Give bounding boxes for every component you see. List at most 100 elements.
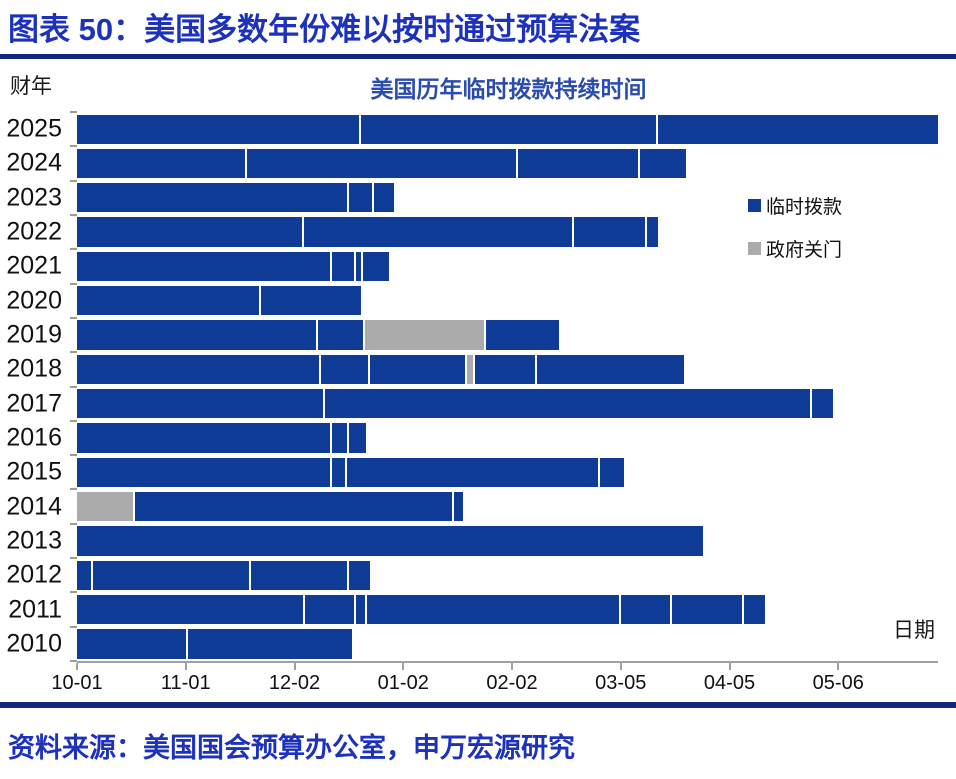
x-axis-tick [293,663,296,670]
cr-segment [77,217,302,247]
x-axis-line [77,661,938,663]
chart-title: 美国历年临时拨款持续时间 [370,76,647,102]
y-axis-tick [70,213,77,216]
y-axis-tick [70,625,77,628]
cr-segment [245,148,516,179]
y-axis-tick [70,179,77,182]
y-tick-label: 2025 [6,114,62,143]
y-tick-label: 2023 [6,183,62,212]
y-axis-tick [70,454,77,457]
y-axis-tick [70,282,77,285]
cr-segment [354,251,362,282]
y-tick-label: 2024 [6,148,62,177]
bar-row-2018 [77,354,940,384]
x-axis-tick [76,663,78,670]
cr-segment [619,594,670,625]
cr-segment [741,594,765,625]
x-axis-tick [728,663,731,670]
cr-segment [347,560,370,590]
cr-segment [638,148,686,179]
y-tick-label: 2018 [6,354,62,383]
y-axis-tick [70,316,77,319]
y-axis-tick [70,557,77,560]
legend-item-cr: 临时拨款 [748,192,842,219]
legend-label-shutdown: 政府关门 [766,240,843,261]
y-axis-tick [70,522,77,525]
cr-segment [597,457,625,487]
cr-segment [534,354,684,384]
cr-segment [364,594,619,625]
header-underline [0,54,956,59]
bar-row-2025 [77,114,940,144]
bar-row-2023 [77,183,940,213]
cr-segment [315,320,363,350]
cr-segment [77,286,260,316]
cr-segment [77,560,92,590]
legend-item-shutdown: 政府关门 [748,235,842,262]
cr-segment [322,389,811,419]
cr-segment [77,594,304,625]
cr-segment [77,457,330,487]
y-tick-label: 2017 [6,389,62,418]
cr-segment [452,491,463,522]
bar-row-2016 [77,423,940,453]
y-axis-labels: 2025 2024 2023 2022 2021 2020 2019 2018 2017 2016… [0,112,70,661]
x-tick-label: 05-06 [812,672,864,694]
y-axis-tick [70,351,77,354]
x-tick-label: 11-01 [160,672,211,694]
y-tick-label: 2020 [6,286,62,315]
shutdown-segment [77,491,134,522]
cr-segment [77,629,186,659]
x-axis-tick [402,663,405,670]
cr-segment [347,183,372,213]
cr-segment [483,320,560,350]
cr-segment [319,354,369,384]
cr-segment [810,389,833,419]
plot-area [70,111,940,662]
y-axis-tick [70,419,77,422]
cr-segment [259,286,362,316]
x-axis-caption: 日期 [893,619,935,642]
bar-row-2011 [77,594,940,625]
cr-segment [645,217,658,247]
cr-segment [329,423,348,453]
y-tick-label: 2019 [6,320,62,349]
cr-segment [347,423,367,453]
bar-row-2020 [77,286,940,316]
x-tick-label: 01-02 [377,672,429,694]
y-axis-tick [70,145,77,148]
x-tick-label: 10-01 [51,672,103,694]
shutdown-segment [362,320,484,350]
source-text: 资料来源：美国国会预算办公室，申万宏源研究 [8,733,575,763]
cr-segment [77,526,704,556]
cr-segment [329,251,355,282]
y-tick-label: 2022 [6,217,62,246]
cr-segment [303,594,355,625]
footer-separator [0,702,956,708]
cr-segment [185,629,353,659]
bar-row-2024 [77,148,940,179]
cr-segment [361,251,390,282]
cr-segment [655,114,939,144]
cr-segment [91,560,249,590]
y-axis-tick [70,385,77,388]
bar-row-2019 [77,320,940,350]
cr-segment [77,183,348,213]
cr-segment [359,114,656,144]
x-axis-tick [837,663,840,670]
cr-segment [77,423,330,453]
bar-row-2017 [77,389,940,419]
y-tick-label: 2011 [8,595,62,624]
cr-segment [571,217,646,247]
cr-segment [77,389,323,419]
y-axis-caption: 财年 [10,75,52,98]
y-tick-label: 2010 [6,629,62,658]
y-tick-label: 2014 [6,492,62,521]
cr-segment [77,354,320,384]
y-tick-label: 2015 [6,457,62,486]
bar-row-2012 [77,560,940,590]
x-tick-label: 04-05 [703,672,756,694]
bar-row-2013 [77,526,940,556]
cr-segment [669,594,742,625]
